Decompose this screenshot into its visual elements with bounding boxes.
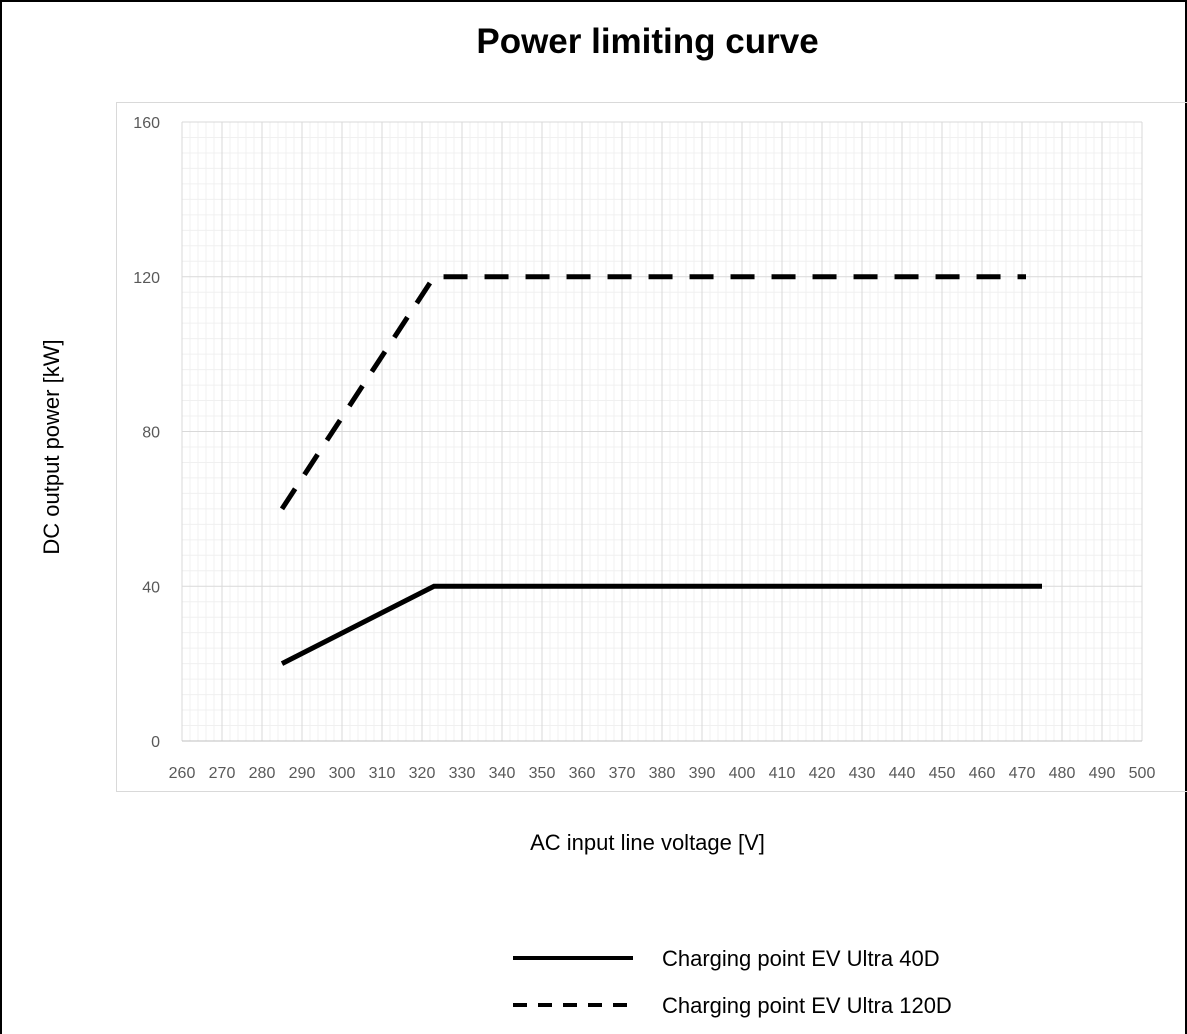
- x-tick-label: 370: [609, 765, 636, 782]
- x-tick-label: 290: [289, 765, 316, 782]
- x-tick-label: 350: [529, 765, 556, 782]
- series-line-2: [279, 274, 1026, 511]
- x-tick-label: 320: [409, 765, 436, 782]
- x-tick-label: 380: [649, 765, 676, 782]
- legend-label-2: Charging point EV Ultra 120D: [662, 993, 952, 1018]
- x-tick-label: 450: [929, 765, 956, 782]
- x-tick-label: 330: [449, 765, 476, 782]
- x-tick-label: 340: [489, 765, 516, 782]
- x-tick-label: 430: [849, 765, 876, 782]
- x-tick-label: 420: [809, 765, 836, 782]
- plot-area-border: [116, 102, 1187, 792]
- y-tick-label: 120: [133, 270, 160, 287]
- x-tick-label: 480: [1049, 765, 1076, 782]
- y-tick-label: 160: [133, 115, 160, 132]
- y-tick-label: 40: [142, 579, 160, 596]
- x-tick-label: 280: [249, 765, 276, 782]
- x-tick-label: 440: [889, 765, 916, 782]
- series-lines: [279, 274, 1042, 666]
- x-axis-label: AC input line voltage [V]: [530, 830, 765, 855]
- x-tick-label: 500: [1129, 765, 1156, 782]
- x-tick-label: 460: [969, 765, 996, 782]
- x-tick-label: 470: [1009, 765, 1036, 782]
- x-tick-labels: 260 270 280 290 300 310 320 330 340 350 360 370 380 3…: [169, 765, 1156, 782]
- x-tick-label: 270: [209, 765, 236, 782]
- legend-label-1: Charging point EV Ultra 40D: [662, 946, 940, 971]
- legend: Charging point EV Ultra 40D Charging poin…: [513, 946, 952, 1018]
- x-tick-label: 300: [329, 765, 356, 782]
- x-tick-label: 260: [169, 765, 196, 782]
- y-tick-label: 0: [151, 734, 160, 751]
- series-line-1: [280, 583, 1042, 666]
- y-tick-labels: 0 40 80 120 160: [133, 115, 160, 751]
- x-tick-label: 310: [369, 765, 396, 782]
- x-tick-label: 360: [569, 765, 596, 782]
- x-tick-label: 410: [769, 765, 796, 782]
- y-tick-label: 80: [142, 425, 160, 442]
- x-tick-label: 400: [729, 765, 756, 782]
- grid-major: [181, 121, 1143, 742]
- x-tick-label: 490: [1089, 765, 1116, 782]
- x-tick-label: 390: [689, 765, 716, 782]
- chart-title: Power limiting curve: [476, 22, 819, 61]
